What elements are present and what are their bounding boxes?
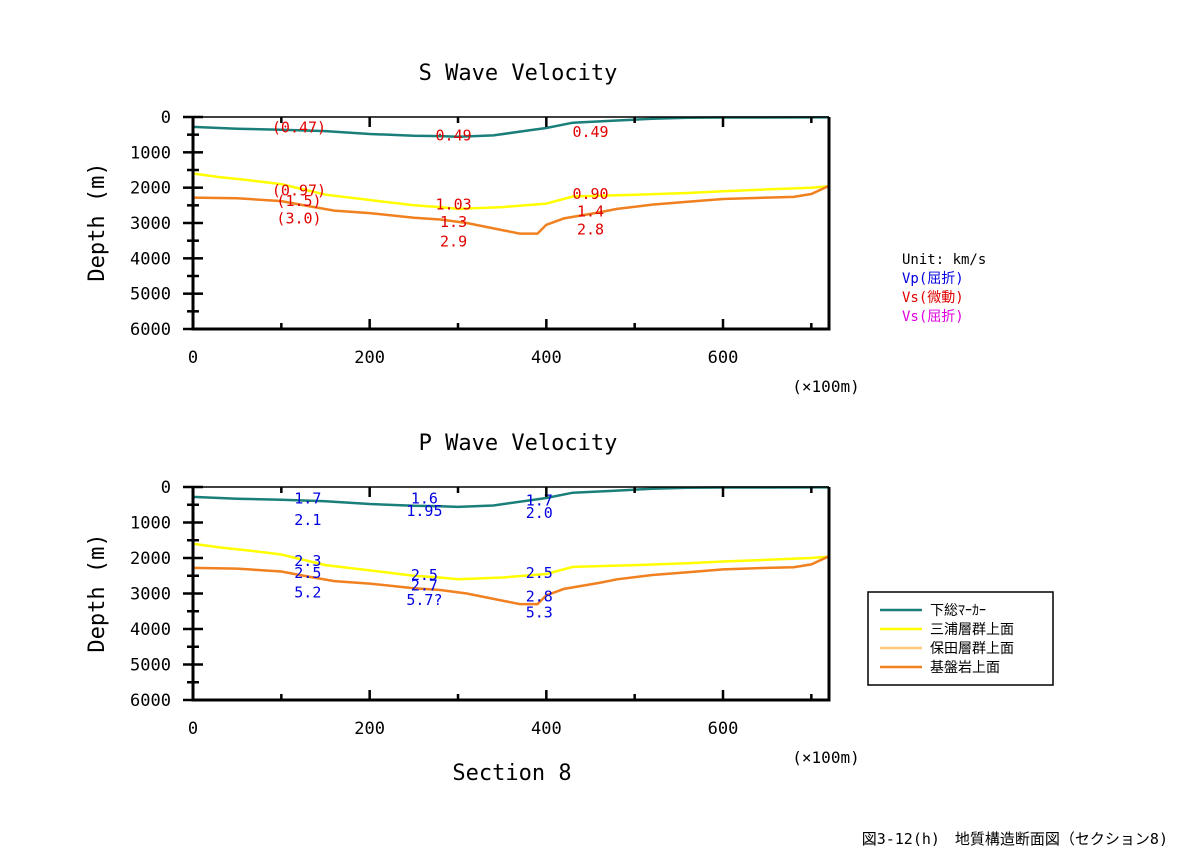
- velocity-label: 2.8: [526, 587, 553, 605]
- velocity-label: 2.8: [577, 220, 604, 238]
- velocity-label: 1.95: [406, 502, 442, 520]
- legend-label: 基盤岩上面: [930, 659, 1000, 676]
- x-tick-label: 400: [531, 348, 562, 368]
- y-tick-label: 0: [161, 478, 171, 498]
- x-tick-label: 200: [354, 719, 385, 739]
- y-tick-label: 4000: [130, 620, 171, 640]
- y-tick-label: 2000: [130, 549, 171, 569]
- x-unit-label: (×100m): [792, 377, 859, 396]
- figure-caption: 図3-12(h) 地質構造断面図（セクション8): [862, 830, 1168, 848]
- y-tick-label: 3000: [130, 214, 171, 234]
- velocity-label: (1.5): [276, 192, 321, 210]
- velocity-label: 0.49: [572, 123, 608, 141]
- velocity-label: 2.9: [440, 233, 467, 251]
- y-axis-label: Depth (m): [85, 162, 110, 281]
- s-wave-chart: S Wave Velocity Depth (m) (0.47) 0.49 0.49…: [85, 61, 860, 396]
- velocity-label: (3.0): [276, 210, 321, 228]
- velocity-label: 2.5: [411, 566, 438, 584]
- y-tick-label: 6000: [130, 320, 171, 340]
- velocity-label: 1.3: [440, 213, 467, 231]
- chart-title: S Wave Velocity: [419, 61, 618, 86]
- y-tick-label: 6000: [130, 691, 171, 711]
- chart-title: P Wave Velocity: [419, 431, 618, 456]
- x-tick-label: 200: [354, 348, 385, 368]
- x-tick-label: 600: [708, 719, 739, 739]
- series-line: [192, 184, 830, 235]
- series-line: [192, 486, 829, 509]
- velocity-label: 2.3: [294, 552, 321, 570]
- x-tick-label: 400: [531, 719, 562, 739]
- x-tick-label: 600: [708, 348, 739, 368]
- unit-legend-line: Vs(微動): [902, 290, 964, 306]
- velocity-label: 5.2: [294, 584, 321, 602]
- velocity-unit-legend: Unit: km/s Vp(屈折) Vs(微動) Vs(屈折): [902, 252, 986, 325]
- velocity-label: 2.7: [411, 577, 438, 595]
- y-tick-label: 5000: [130, 285, 171, 305]
- y-tick-label: 2000: [130, 179, 171, 199]
- velocity-label: 2.0: [526, 504, 553, 522]
- unit-legend-line: Unit: km/s: [902, 252, 986, 268]
- velocity-label: 2.5: [294, 564, 321, 582]
- velocity-label: (0.97): [272, 181, 326, 199]
- legend-frame: [867, 591, 1054, 686]
- y-axis-label: Depth (m): [85, 533, 110, 652]
- velocity-label: 0.90: [572, 185, 608, 203]
- unit-legend-line: Vp(屈折): [902, 271, 964, 287]
- horizon-legend: 下総ﾏｰｶｰ 三浦層群上面 保田層群上面 基盤岩上面: [867, 591, 1054, 686]
- y-tick-label: 0: [161, 108, 171, 128]
- legend-label: 保田層群上面: [930, 641, 1014, 657]
- unit-legend-line: Vs(屈折): [902, 309, 964, 325]
- velocity-label: 1.4: [577, 203, 604, 221]
- velocity-label: 1.6: [411, 490, 438, 508]
- series-line: [192, 542, 830, 581]
- x-axis-label: Section 8: [452, 761, 571, 786]
- y-tick-label: 5000: [130, 656, 171, 676]
- velocity-label: (0.47): [272, 119, 326, 137]
- velocity-label: 5.7?: [406, 591, 442, 609]
- y-tick-label: 1000: [130, 514, 171, 534]
- velocity-label: 0.49: [436, 127, 472, 145]
- velocity-label: 2.1: [294, 511, 321, 529]
- velocity-label: 1.7: [294, 490, 321, 508]
- p-wave-chart: P Wave Velocity Depth (m) 1.7 2.1 1.61.95 1…: [85, 431, 860, 786]
- legend-label: 下総ﾏｰｶｰ: [930, 603, 986, 619]
- velocity-label: 5.3: [526, 603, 553, 621]
- x-tick-label: 0: [188, 348, 198, 368]
- velocity-label: 1.03: [436, 196, 472, 214]
- y-tick-label: 3000: [130, 585, 171, 605]
- x-unit-label: (×100m): [792, 748, 859, 767]
- y-tick-label: 1000: [130, 143, 171, 163]
- x-tick-label: 0: [188, 719, 198, 739]
- legend-label: 三浦層群上面: [930, 622, 1014, 638]
- axis-frame: [191, 487, 831, 702]
- series-line: [192, 555, 830, 606]
- velocity-label: 2.5: [526, 564, 553, 582]
- series-line: [192, 172, 830, 211]
- y-tick-label: 4000: [130, 249, 171, 269]
